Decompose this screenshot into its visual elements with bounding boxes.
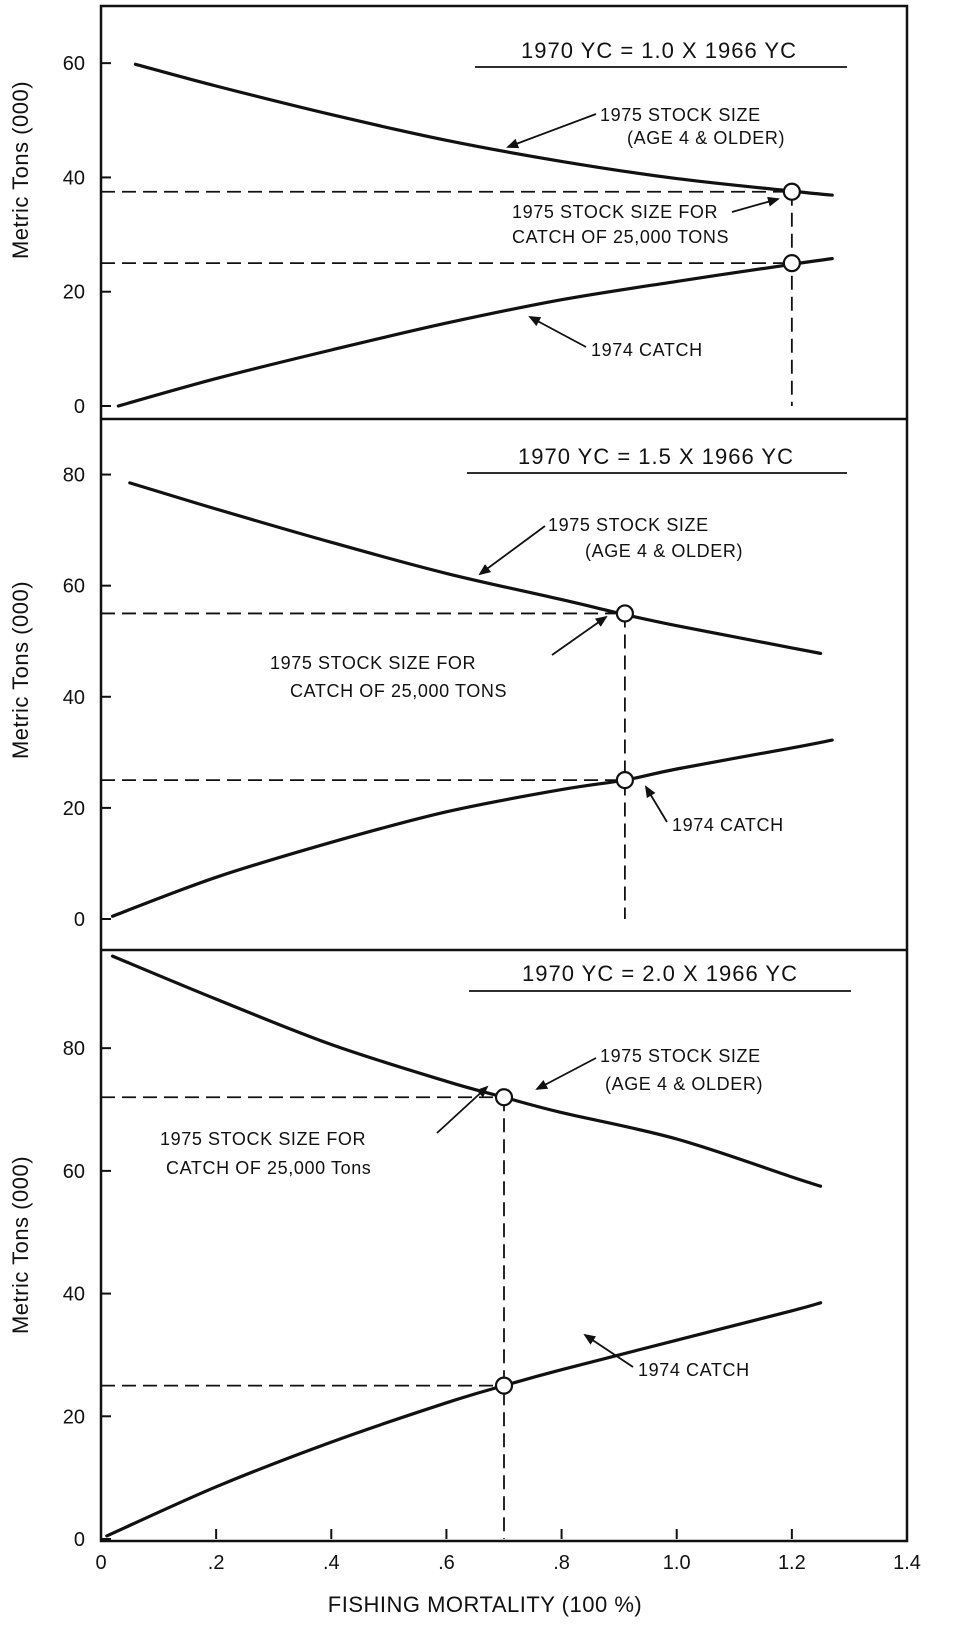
- catch-label-arrow: [583, 1333, 634, 1368]
- panel-title: 1970 YC = 1.5 X 1966 YC: [518, 444, 794, 469]
- stock-label-line-2: (AGE 4 & OLDER): [605, 1074, 763, 1094]
- y-tick-label: 40: [63, 687, 85, 709]
- stock-size-curve: [133, 62, 834, 197]
- y-tick-label: 20: [63, 282, 85, 304]
- x-axis-label: FISHING MORTALITY (100 %): [328, 1592, 642, 1617]
- y-tick-label: 60: [63, 1161, 85, 1183]
- point-label-arrow: [731, 196, 780, 213]
- catch-label: 1974 CATCH: [672, 815, 784, 835]
- panel-title: 1970 YC = 2.0 X 1966 YC: [522, 961, 798, 986]
- catch-curve: [116, 257, 834, 408]
- x-tick-label: 1.2: [778, 1552, 806, 1574]
- y-tick-label: 40: [63, 1284, 85, 1306]
- x-tick-label: .8: [553, 1552, 570, 1574]
- plot-frame: [99, 4, 909, 1543]
- y-tick-label: 20: [63, 1406, 85, 1428]
- panel-2: Metric Tons (000) 1970 YC = 1.5 X 1966 Y…: [8, 444, 847, 931]
- y-tick-label: 0: [74, 396, 85, 418]
- x-tick-label: .6: [438, 1552, 455, 1574]
- y-tick-label: 80: [63, 465, 85, 487]
- x-tick-label: .2: [208, 1552, 225, 1574]
- point-label-line-2: CATCH OF 25,000 TONS: [290, 681, 507, 701]
- catch-label: 1974 CATCH: [638, 1360, 750, 1380]
- point-label-line-1: 1975 STOCK SIZE FOR: [160, 1129, 366, 1149]
- stock-label-arrow: [535, 1057, 597, 1090]
- y-axis-label: Metric Tons (000): [8, 81, 33, 259]
- y-tick-label: 40: [63, 167, 85, 189]
- catch-point-marker: [782, 254, 801, 273]
- point-label-arrow: [551, 615, 608, 656]
- stock-point-marker: [494, 1088, 514, 1107]
- y-axis-label: Metric Tons (000): [8, 1156, 33, 1334]
- stock-label-line-1: 1975 STOCK SIZE: [548, 515, 709, 535]
- point-label-arrow: [436, 1085, 489, 1134]
- panel-title: 1970 YC = 1.0 X 1966 YC: [521, 38, 797, 63]
- panel-3: Metric Tons (000) 1970 YC = 2.0 X 1966 Y…: [8, 954, 851, 1551]
- y-tick-label: 60: [63, 53, 85, 75]
- catch-curve: [110, 738, 834, 918]
- x-tick-label: 1.4: [893, 1552, 921, 1574]
- y-axis-label: Metric Tons (000): [8, 581, 33, 759]
- point-label-line-2: CATCH OF 25,000 TONS: [512, 227, 729, 247]
- stock-point-marker: [782, 182, 801, 201]
- catch-point-marker: [494, 1376, 514, 1395]
- stock-label-line-1: 1975 STOCK SIZE: [600, 105, 761, 125]
- stock-label-arrow: [478, 525, 546, 576]
- y-tick-label: 0: [74, 1529, 85, 1551]
- x-axis: 0 .2 .4 .6 .8 1.0 1.2 1.4: [95, 1529, 921, 1574]
- x-tick-label: 0: [95, 1552, 106, 1574]
- stock-label-arrow: [506, 113, 597, 149]
- y-tick-label: 60: [63, 576, 85, 598]
- stock-label-line-2: (AGE 4 & OLDER): [585, 541, 743, 561]
- y-tick-label: 0: [74, 909, 85, 931]
- stock-label-line-2: (AGE 4 & OLDER): [627, 128, 785, 148]
- y-tick-label: 20: [63, 798, 85, 820]
- point-label-line-1: 1975 STOCK SIZE FOR: [270, 653, 476, 673]
- catch-curve: [105, 1301, 823, 1538]
- catch-label: 1974 CATCH: [591, 340, 703, 360]
- catch-label-arrow: [528, 316, 587, 348]
- stock-point-marker: [615, 604, 635, 623]
- stock-label-line-1: 1975 STOCK SIZE: [600, 1046, 761, 1066]
- panel-1: Metric Tons (000) 1970 YC = 1.0 X 1966 Y…: [8, 38, 847, 418]
- x-tick-label: 1.0: [663, 1552, 691, 1574]
- catch-point-marker: [615, 771, 635, 790]
- point-label-line-1: 1975 STOCK SIZE FOR: [512, 202, 718, 222]
- y-tick-label: 80: [63, 1038, 85, 1060]
- point-label-line-2: CATCH OF 25,000 Tons: [166, 1158, 371, 1178]
- stock-size-curve: [128, 481, 823, 655]
- catch-label-arrow: [644, 785, 668, 823]
- x-tick-label: .4: [323, 1552, 340, 1574]
